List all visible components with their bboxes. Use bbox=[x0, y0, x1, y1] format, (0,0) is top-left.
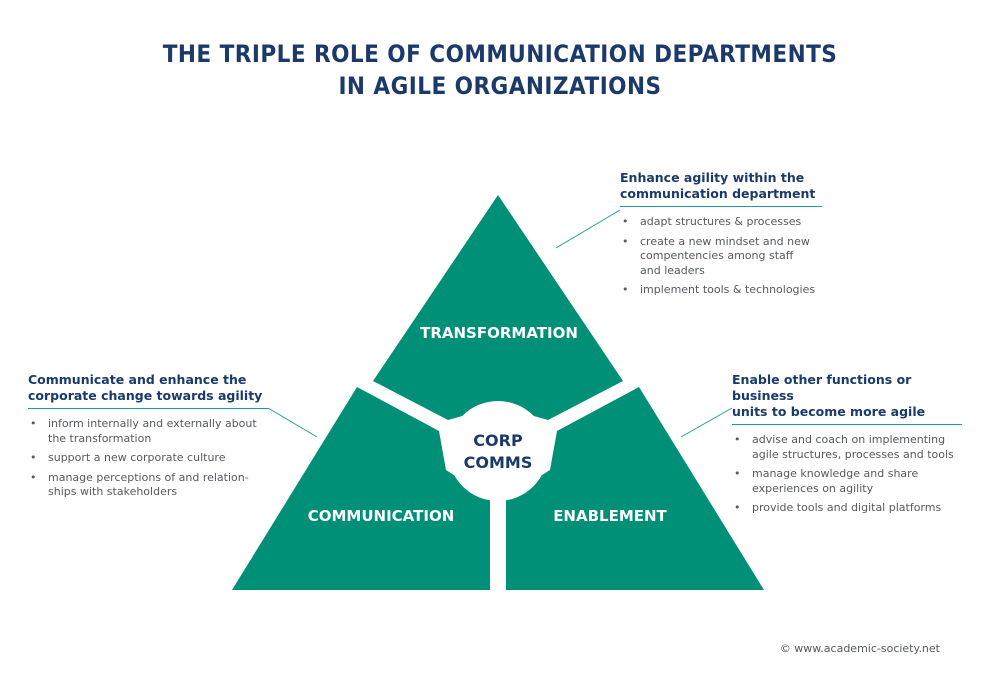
communication-segment bbox=[232, 387, 490, 590]
communication-label: COMMUNICATION bbox=[308, 507, 455, 525]
list-item: adapt structures & processes bbox=[620, 215, 822, 230]
communication-callout: Communicate and enhance the corporate ch… bbox=[28, 372, 268, 505]
transformation-segment bbox=[373, 195, 623, 420]
list-item-text: and leaders bbox=[640, 263, 705, 277]
list-item: provide tools and digital platforms bbox=[732, 501, 962, 516]
list-item-text: the transformation bbox=[48, 431, 152, 445]
heading-line: Communicate and enhance the bbox=[28, 372, 247, 387]
heading-rule bbox=[28, 408, 268, 409]
enablement-list: advise and coach on implementing agile s… bbox=[732, 433, 962, 516]
list-item-text: experiences on agility bbox=[752, 481, 874, 495]
heading-line: Enhance agility within the bbox=[620, 170, 805, 185]
transformation-label: TRANSFORMATION bbox=[420, 324, 578, 342]
enablement-label: ENABLEMENT bbox=[553, 507, 667, 525]
enablement-segment bbox=[506, 387, 764, 590]
communication-connector bbox=[267, 407, 318, 438]
list-item: manage perceptions of and relation- ship… bbox=[28, 471, 268, 500]
list-item: implement tools & technologies bbox=[620, 283, 822, 298]
list-item-text: create a new mindset and new bbox=[640, 234, 810, 248]
transformation-list: adapt structures & processes create a ne… bbox=[620, 215, 822, 298]
heading-line: communication department bbox=[620, 186, 816, 201]
heading-rule bbox=[620, 206, 822, 207]
list-item-text: implement tools & technologies bbox=[640, 283, 816, 296]
heading-line: Enable other functions or business bbox=[732, 372, 912, 403]
list-item-text: advise and coach on implementing bbox=[752, 433, 946, 446]
communication-heading: Communicate and enhance the corporate ch… bbox=[28, 372, 268, 404]
list-item-text: ships with stakeholders bbox=[48, 485, 178, 498]
enablement-connector bbox=[680, 407, 733, 438]
transformation-connector bbox=[555, 209, 621, 249]
list-item-text: inform internally and externally about bbox=[48, 417, 257, 430]
list-item-text: manage perceptions of and relation- bbox=[48, 470, 249, 484]
list-item-text: provide tools and digital platforms bbox=[752, 501, 942, 514]
list-item-text: manage knowledge and share bbox=[752, 467, 919, 480]
communication-list: inform internally and externally about t… bbox=[28, 417, 268, 500]
list-item: support a new corporate culture bbox=[28, 451, 268, 466]
title-line-1: THE TRIPLE ROLE OF COMMUNICATION DEPARTM… bbox=[162, 40, 838, 68]
transformation-callout: Enhance agility within the communication… bbox=[620, 170, 822, 303]
copyright-notice: © www.academic-society.net bbox=[779, 642, 940, 655]
list-item-text: adapt structures & processes bbox=[640, 215, 802, 228]
transformation-heading: Enhance agility within the communication… bbox=[620, 170, 822, 202]
corp-label: CORP bbox=[473, 431, 523, 450]
title-line-2: IN AGILE ORGANIZATIONS bbox=[338, 72, 662, 100]
list-item: create a new mindset and new compentenci… bbox=[620, 235, 822, 279]
comms-label: COMMS bbox=[464, 453, 533, 472]
list-item: manage knowledge and share experiences o… bbox=[732, 467, 962, 496]
enablement-callout: Enable other functions or business units… bbox=[732, 372, 962, 521]
list-item-text: agile structures, processes and tools bbox=[752, 447, 954, 461]
list-item: inform internally and externally about t… bbox=[28, 417, 268, 446]
list-item-text: compentencies among staff bbox=[640, 249, 794, 262]
heading-line: corporate change towards agility bbox=[28, 388, 263, 403]
list-item-text: support a new corporate culture bbox=[48, 451, 226, 464]
heading-rule bbox=[732, 424, 962, 425]
diagram-title: THE TRIPLE ROLE OF COMMUNICATION DEPARTM… bbox=[50, 38, 950, 102]
enablement-heading: Enable other functions or business units… bbox=[732, 372, 962, 420]
list-item: advise and coach on implementing agile s… bbox=[732, 433, 962, 462]
corp-comms-circle bbox=[448, 401, 548, 501]
heading-line: units to become more agile bbox=[732, 404, 926, 419]
